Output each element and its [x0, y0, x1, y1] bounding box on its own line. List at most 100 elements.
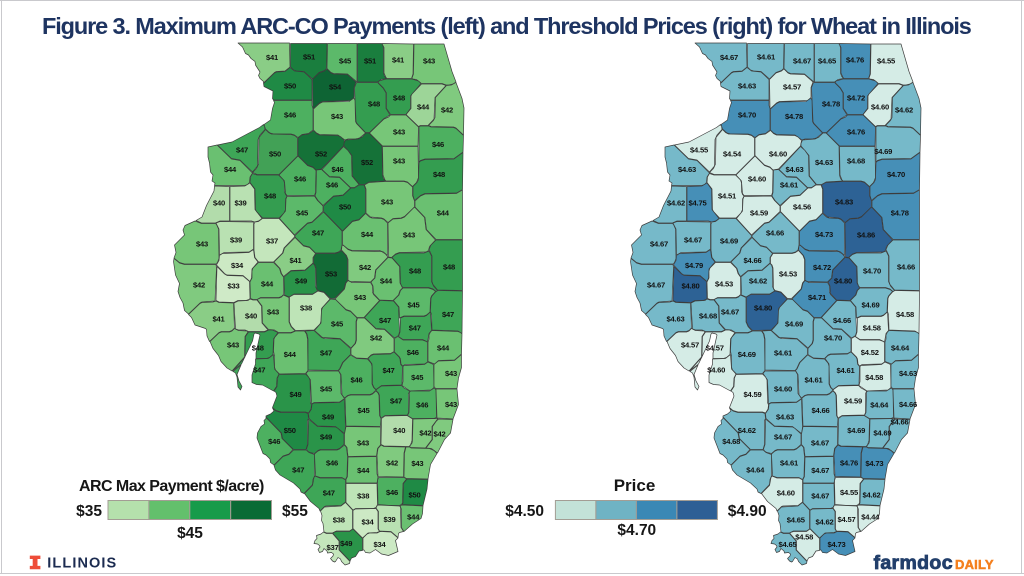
svg-text:$45: $45 [407, 301, 420, 310]
svg-text:$4.80: $4.80 [754, 304, 772, 313]
svg-text:$40: $40 [393, 426, 405, 435]
svg-text:$47: $47 [442, 310, 454, 319]
svg-text:$4.80: $4.80 [681, 282, 699, 291]
svg-text:$4.67: $4.67 [811, 492, 829, 501]
svg-text:$44: $44 [437, 344, 450, 353]
svg-text:$34: $34 [231, 261, 244, 270]
svg-text:$4.66: $4.66 [890, 417, 908, 426]
svg-text:$43: $43 [354, 293, 366, 302]
svg-text:$51: $51 [364, 57, 377, 66]
svg-text:$43: $43 [411, 459, 423, 468]
svg-text:$45: $45 [411, 373, 424, 382]
svg-text:$4.62: $4.62 [749, 277, 767, 286]
svg-text:$43: $43 [393, 157, 405, 166]
svg-text:$4.86: $4.86 [857, 231, 875, 240]
svg-text:$52: $52 [315, 150, 327, 159]
svg-text:$47: $47 [379, 316, 391, 325]
svg-text:$4.75: $4.75 [688, 199, 707, 208]
svg-text:$4.71: $4.71 [808, 293, 827, 302]
svg-text:$4.55: $4.55 [690, 146, 709, 155]
svg-text:$42: $42 [359, 263, 371, 272]
svg-text:$4.63: $4.63 [899, 369, 917, 378]
svg-text:ILLINOIS: ILLINOIS [47, 555, 117, 571]
svg-text:$41: $41 [392, 56, 405, 65]
svg-text:$4.58: $4.58 [896, 310, 914, 319]
svg-text:$4.61: $4.61 [780, 459, 799, 468]
svg-text:$44: $44 [361, 230, 374, 239]
svg-text:$4.64: $4.64 [870, 401, 889, 410]
svg-text:$4.64: $4.64 [891, 344, 910, 353]
svg-text:$54: $54 [329, 83, 342, 92]
svg-text:$52: $52 [361, 158, 373, 167]
svg-text:$4.76: $4.76 [840, 459, 858, 468]
svg-text:$4.66: $4.66 [811, 406, 829, 415]
svg-text:$4.79: $4.79 [685, 261, 703, 270]
svg-text:$50: $50 [408, 490, 420, 499]
svg-text:$44: $44 [224, 165, 237, 174]
svg-text:$45: $45 [177, 525, 203, 542]
svg-text:$4.70: $4.70 [824, 334, 842, 343]
svg-text:$46: $46 [294, 175, 306, 184]
svg-text:$4.73: $4.73 [865, 459, 883, 468]
svg-text:$46: $46 [326, 181, 338, 190]
svg-text:$43: $43 [393, 128, 405, 137]
svg-text:$4.64: $4.64 [746, 465, 765, 474]
svg-text:$4.70: $4.70 [738, 111, 756, 120]
svg-text:$4.62: $4.62 [895, 106, 913, 115]
svg-text:$4.54: $4.54 [723, 150, 742, 159]
svg-text:$41: $41 [212, 315, 225, 324]
svg-text:$4.57: $4.57 [706, 344, 724, 353]
svg-text:$47: $47 [320, 349, 332, 358]
svg-text:$4.62: $4.62 [667, 199, 685, 208]
svg-text:DAILY: DAILY [955, 557, 994, 572]
svg-text:$4.62: $4.62 [862, 490, 880, 499]
svg-text:$55: $55 [282, 503, 308, 520]
svg-text:$40: $40 [245, 312, 257, 321]
svg-text:$43: $43 [445, 400, 457, 409]
svg-text:$4.57: $4.57 [837, 515, 855, 524]
svg-text:$46: $46 [350, 375, 362, 384]
svg-text:$4.67: $4.67 [720, 53, 738, 62]
svg-text:$4.61: $4.61 [774, 349, 793, 358]
svg-text:$35: $35 [76, 503, 102, 520]
svg-text:$47: $47 [292, 465, 304, 474]
svg-text:$4.58: $4.58 [865, 373, 883, 382]
svg-text:$4.73: $4.73 [827, 540, 845, 549]
svg-text:$46: $46 [326, 459, 338, 468]
svg-text:$45: $45 [296, 209, 309, 218]
svg-text:$4.50: $4.50 [505, 503, 544, 520]
svg-text:$46: $46 [284, 111, 296, 120]
svg-text:$44: $44 [261, 280, 274, 289]
svg-text:$43: $43 [267, 308, 279, 317]
svg-text:$48: $48 [393, 94, 405, 103]
svg-text:$4.67: $4.67 [650, 240, 668, 249]
svg-text:$39: $39 [230, 236, 242, 245]
svg-text:$4.76: $4.76 [847, 128, 865, 137]
svg-text:$4.44: $4.44 [861, 513, 880, 522]
svg-text:$4.67: $4.67 [811, 466, 829, 475]
svg-text:$47: $47 [253, 365, 265, 374]
svg-text:$48: $48 [368, 100, 380, 109]
svg-text:$37: $37 [326, 543, 338, 552]
svg-text:$46: $46 [386, 488, 398, 497]
svg-text:$4.61: $4.61 [780, 181, 799, 190]
svg-text:$43: $43 [445, 369, 457, 378]
svg-text:$50: $50 [339, 203, 351, 212]
svg-text:$48: $48 [433, 170, 445, 179]
svg-text:$4.60: $4.60 [748, 175, 766, 184]
svg-text:$4.90: $4.90 [728, 503, 767, 520]
svg-text:$42: $42 [419, 429, 431, 438]
svg-text:$41: $41 [266, 53, 279, 62]
svg-text:$4.66: $4.66 [833, 316, 851, 325]
svg-text:$4.70: $4.70 [887, 170, 905, 179]
svg-text:$4.63: $4.63 [666, 315, 684, 324]
svg-text:$4.59: $4.59 [750, 209, 768, 218]
svg-text:$43: $43 [403, 231, 415, 240]
svg-text:$4.60: $4.60 [769, 150, 787, 159]
svg-text:$4.65: $4.65 [778, 540, 797, 549]
svg-text:$4.70: $4.70 [617, 522, 656, 539]
svg-text:$41: $41 [289, 256, 302, 265]
svg-text:$34: $34 [361, 518, 374, 527]
svg-text:$53: $53 [325, 270, 337, 279]
svg-text:$48: $48 [409, 267, 421, 276]
